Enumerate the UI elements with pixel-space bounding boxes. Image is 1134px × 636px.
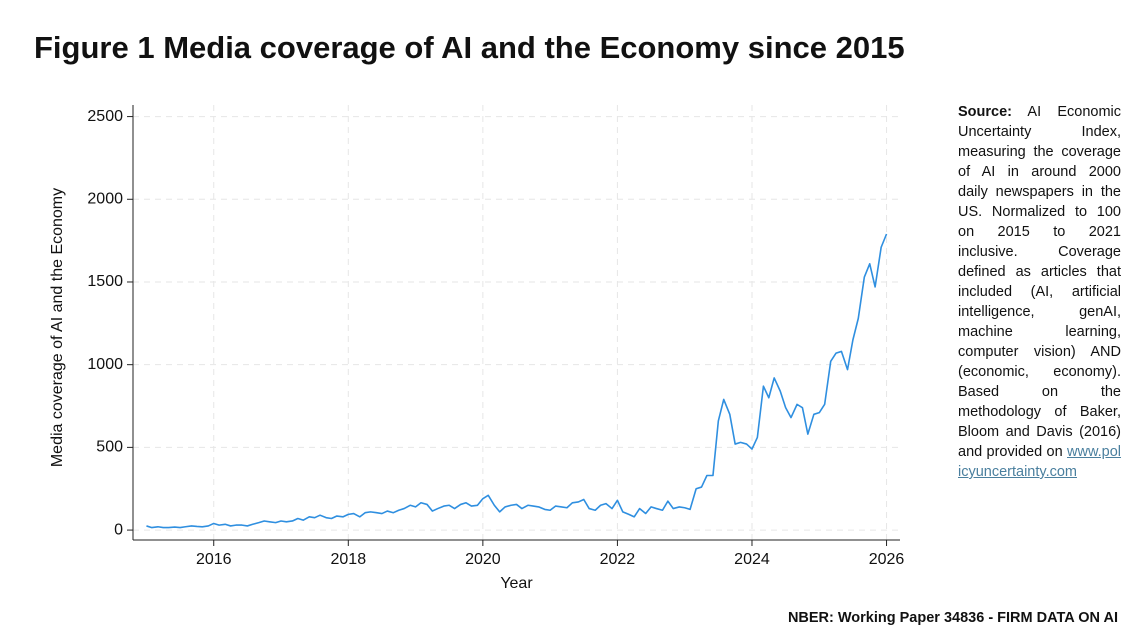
source-note: Source: AI Economic Uncertainty Index, m… (958, 102, 1121, 482)
y-axis-label: Media coverage of AI and the Economy (49, 188, 66, 467)
y-tick-label: 1500 (87, 273, 123, 290)
x-tick-label: 2026 (869, 551, 905, 568)
source-label: Source: (958, 104, 1012, 120)
x-tick-label: 2018 (331, 551, 367, 568)
y-tick-label: 2000 (87, 190, 123, 207)
x-tick-label: 2024 (734, 551, 770, 568)
x-tick-label: 2020 (465, 551, 501, 568)
x-tick-label: 2016 (196, 551, 232, 568)
chart-title: Figure 1 Media coverage of AI and the Ec… (34, 30, 905, 65)
footer: NBER: Working Paper 34836 - FIRM DATA ON… (787, 610, 1118, 626)
y-tick-label: 1000 (87, 356, 123, 373)
y-tick-label: 0 (114, 521, 123, 538)
y-tick-label: 2500 (87, 108, 123, 125)
y-tick-label: 500 (96, 439, 123, 456)
source-link[interactable]: www.policyuncertainty.com (958, 444, 1122, 480)
line-series (146, 233, 888, 529)
x-axis-label: Year (500, 575, 533, 592)
source-text: AI Economic Uncertainty Index, measuring… (958, 104, 1121, 460)
x-tick-label: 2022 (600, 551, 636, 568)
